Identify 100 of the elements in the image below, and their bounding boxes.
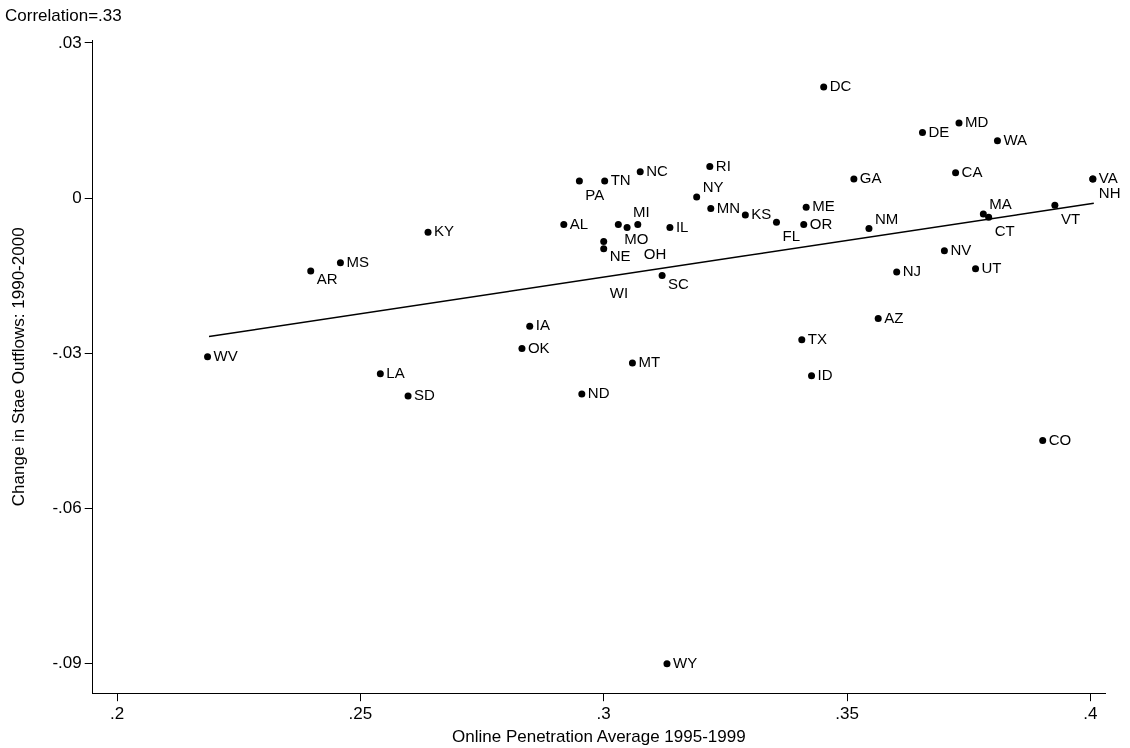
data-label: VA: [1098, 169, 1118, 187]
data-label: TX: [807, 329, 827, 347]
data-label: DC: [829, 77, 852, 95]
data-label: SC: [668, 274, 690, 292]
data-label: DE: [928, 122, 950, 140]
data-label: ND: [587, 384, 610, 402]
y-tick-label: -.03: [52, 342, 82, 362]
data-label: RI: [715, 156, 731, 174]
point: [1051, 201, 1059, 209]
point: [663, 660, 671, 668]
point: [600, 245, 608, 253]
data-label: AR: [316, 270, 338, 288]
x-tick-label: .4: [1083, 704, 1098, 724]
point: [614, 220, 622, 228]
point: [874, 314, 882, 322]
data-label: WA: [1003, 130, 1028, 148]
point: [307, 267, 315, 275]
point: [985, 213, 993, 221]
data-label: NE: [609, 246, 631, 264]
data-label: CA: [961, 162, 983, 180]
data-label: UT: [981, 258, 1002, 276]
data-label: NY: [702, 178, 724, 196]
point: [850, 175, 858, 183]
data-label: KY: [434, 222, 455, 240]
point: [526, 322, 534, 330]
data-label: NM: [874, 209, 899, 227]
data-label: MI: [633, 202, 650, 220]
point: [634, 220, 642, 228]
point: [741, 211, 749, 219]
data-label: NC: [646, 161, 669, 179]
data-label: KS: [751, 205, 772, 223]
data-label: WV: [213, 346, 238, 364]
point: [204, 353, 212, 361]
point: [918, 128, 926, 136]
x-tick-label: .3: [596, 704, 611, 724]
data-label: OK: [527, 338, 550, 356]
y-tick-label: .03: [58, 32, 82, 52]
point: [993, 137, 1001, 145]
point: [693, 193, 701, 201]
y-tick-label: -.06: [52, 497, 82, 517]
chart-subtitle: Correlation=.33: [5, 5, 122, 25]
point: [628, 359, 636, 367]
point: [658, 272, 666, 280]
data-label: MT: [638, 353, 661, 371]
point: [336, 259, 344, 267]
x-tick-label: .35: [835, 704, 859, 724]
point: [772, 218, 780, 226]
point: [578, 390, 586, 398]
point: [802, 203, 810, 211]
x-tick-label: .25: [348, 704, 373, 724]
data-label: ME: [812, 197, 835, 215]
point: [1039, 436, 1047, 444]
data-label: NJ: [902, 262, 922, 280]
point: [623, 224, 631, 232]
point: [808, 372, 816, 380]
data-label: WI: [609, 283, 629, 301]
data-label: MA: [989, 195, 1012, 213]
data-label: LA: [386, 363, 405, 381]
data-label: OH: [643, 244, 667, 262]
data-label: TN: [610, 171, 631, 189]
data-label: WY: [672, 653, 698, 671]
data-label: FL: [782, 227, 800, 245]
point: [798, 336, 806, 344]
data-label: CT: [994, 222, 1015, 240]
data-label: GA: [859, 169, 882, 187]
point: [666, 224, 674, 232]
data-label: CO: [1048, 430, 1072, 448]
y-tick-label: 0: [72, 187, 82, 207]
data-label: IL: [675, 217, 689, 235]
x-axis-title: Online Penetration Average 1995-1999: [452, 727, 746, 747]
point: [707, 204, 715, 212]
point: [952, 169, 960, 177]
data-label: SD: [414, 386, 436, 404]
data-label: AZ: [884, 308, 904, 326]
point: [560, 220, 568, 228]
point: [865, 225, 873, 233]
x-tick-label: .2: [109, 704, 125, 724]
data-label: VT: [1060, 210, 1081, 228]
data-label: IA: [535, 316, 550, 334]
point: [601, 177, 609, 185]
data-label: NH: [1098, 184, 1121, 202]
point: [955, 119, 963, 127]
point: [376, 370, 384, 378]
point: [424, 228, 432, 236]
point: [636, 168, 644, 176]
data-label: MO: [624, 229, 649, 247]
point: [800, 220, 808, 228]
point: [600, 237, 608, 245]
y-axis-title: Change in Stae Outflows: 1990-2000: [8, 227, 28, 507]
point: [893, 268, 901, 276]
point: [820, 83, 828, 91]
point: [940, 247, 948, 255]
data-label: PA: [585, 186, 605, 204]
data-label: ID: [817, 365, 833, 383]
data-label: NV: [950, 240, 972, 258]
data-label: OR: [809, 214, 833, 232]
point: [972, 265, 980, 273]
data-label: AL: [569, 214, 589, 232]
point: [706, 163, 714, 171]
data-label: MS: [346, 252, 369, 270]
